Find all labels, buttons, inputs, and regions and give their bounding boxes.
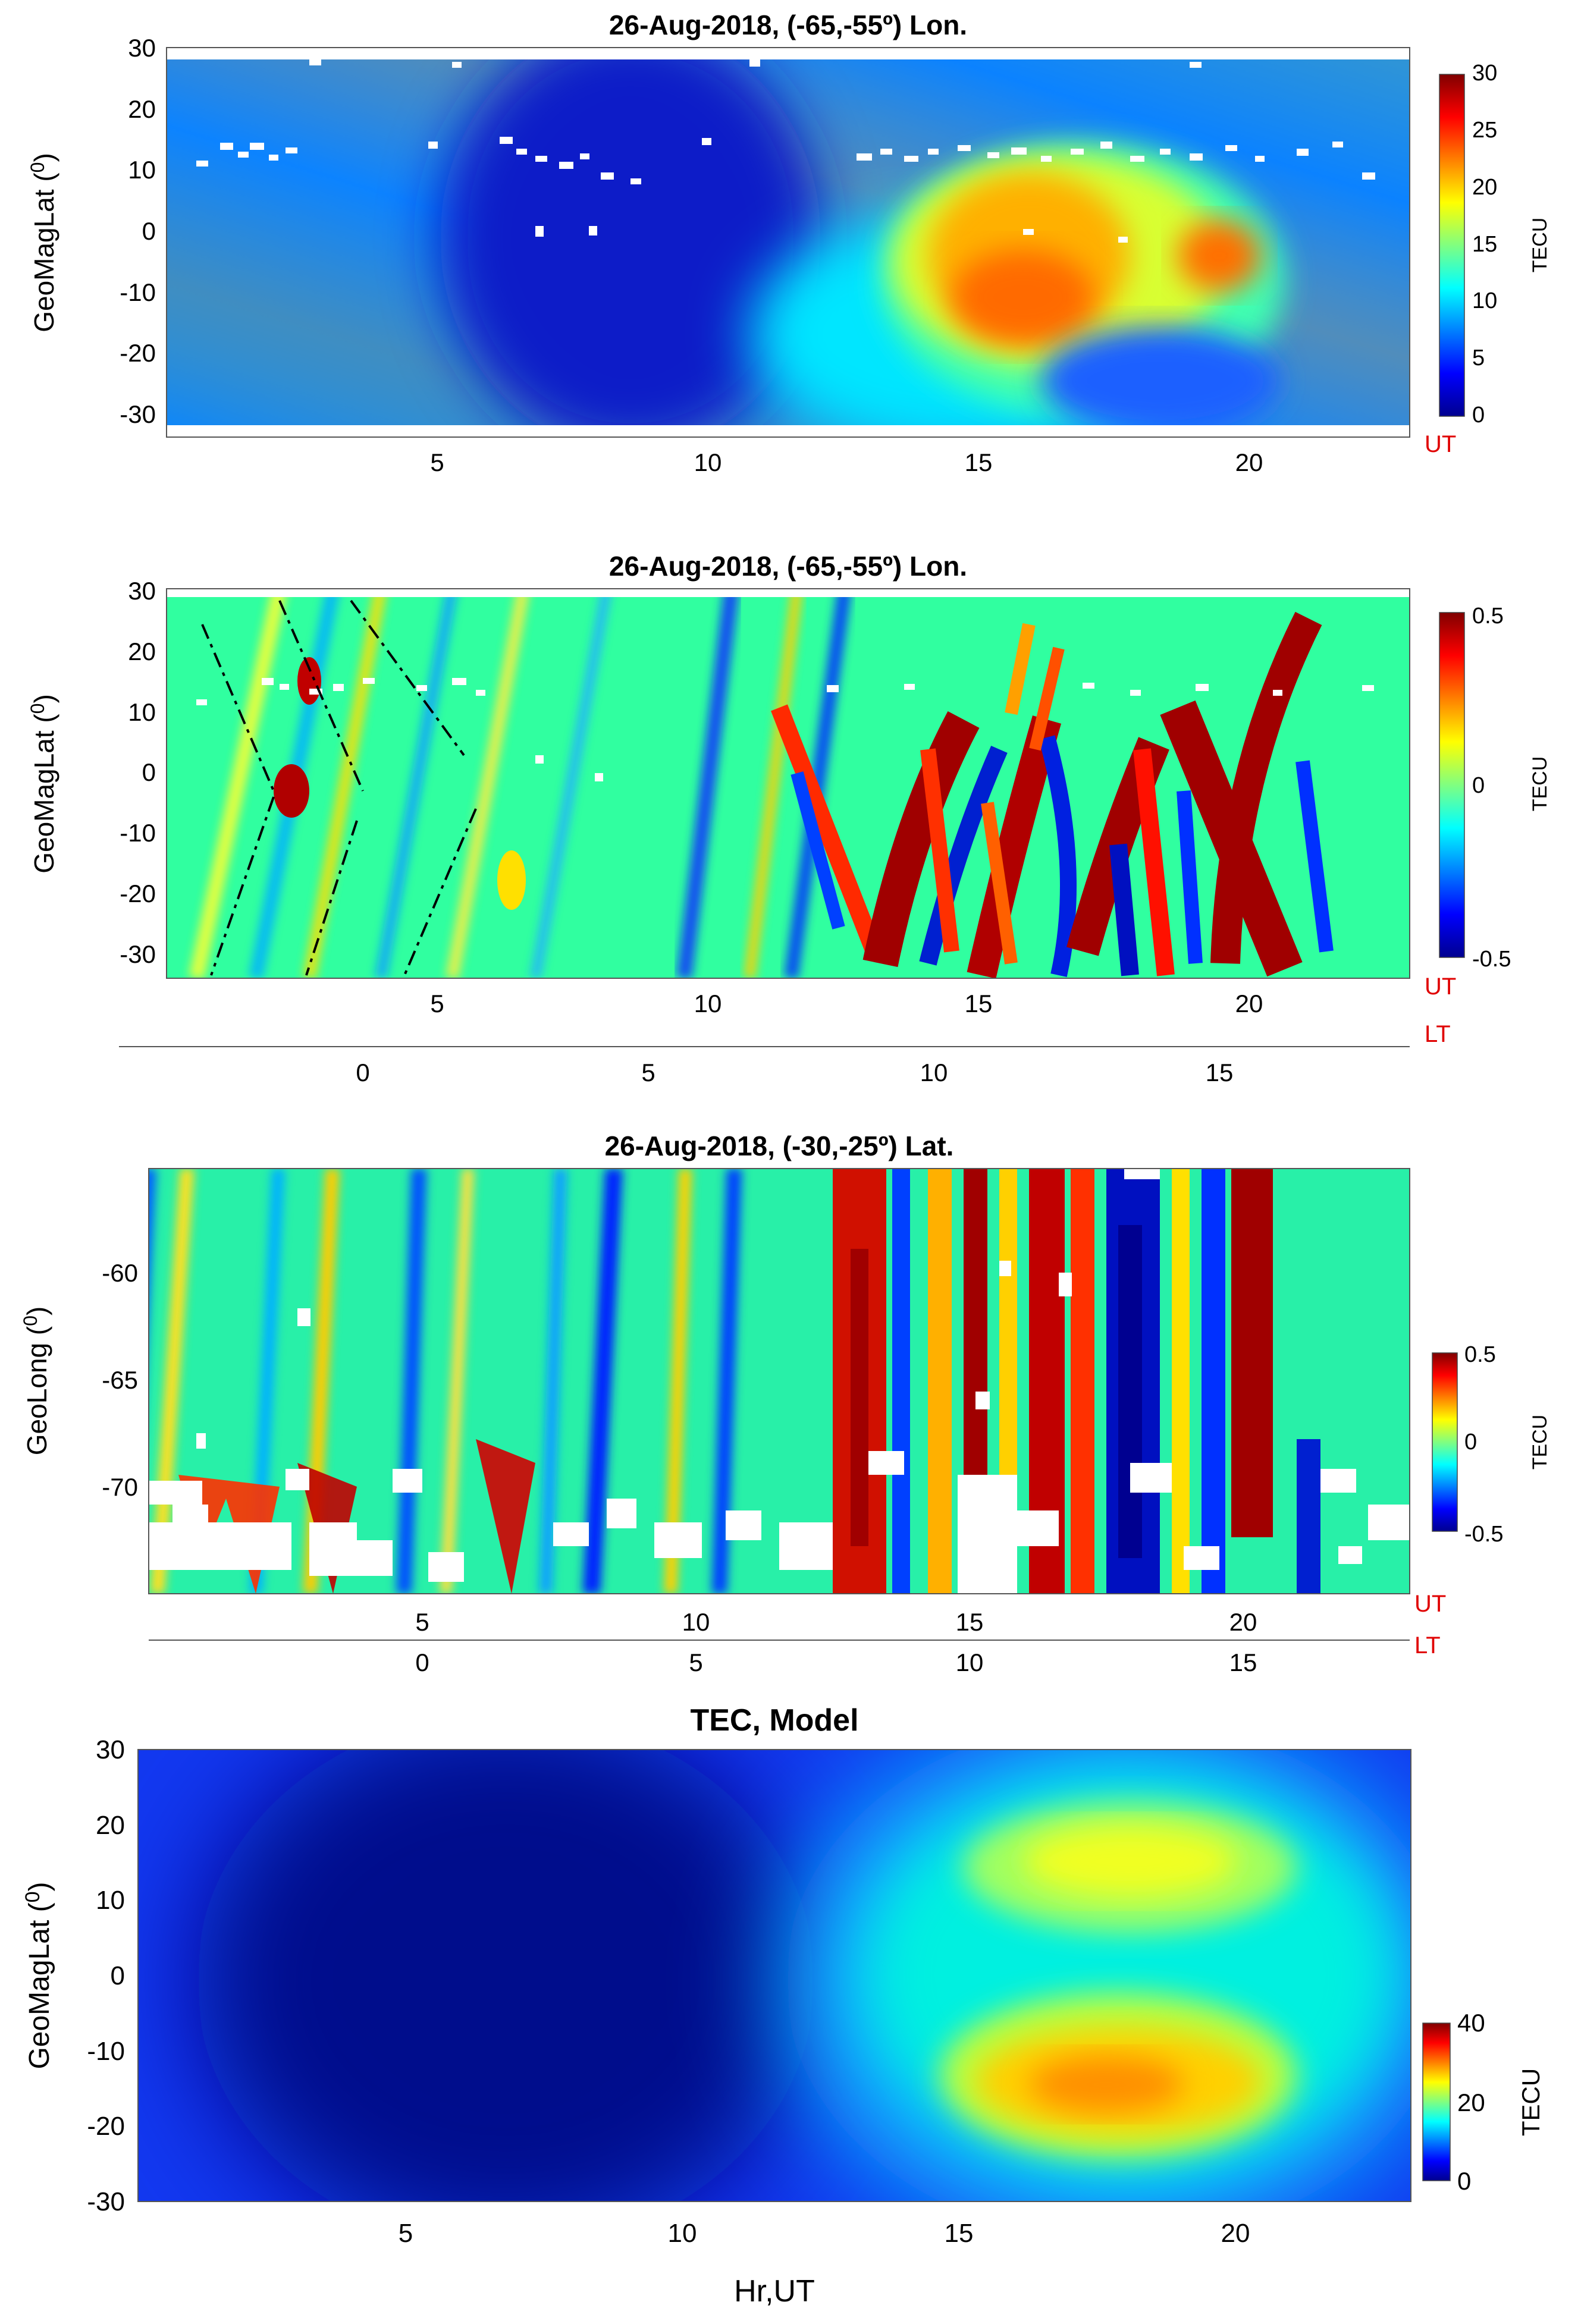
p3-ytick-m65: -65 xyxy=(102,1366,138,1394)
p4-ytick-20: 20 xyxy=(96,1811,125,1840)
p2-lt-tick-0: 0 xyxy=(356,1059,369,1086)
p1-xtick-15: 15 xyxy=(965,448,993,476)
p3-ylabel: GeoLong (0) xyxy=(20,1307,52,1456)
p1-ytick-m10: -10 xyxy=(120,278,156,306)
panel-2: 26-Aug-2018, (-65,-55º) Lon. xyxy=(27,551,1551,1086)
p1-ytick-30: 30 xyxy=(128,34,156,62)
p2-ytick-0: 0 xyxy=(142,758,156,786)
p4-ytick-30: 30 xyxy=(96,1735,125,1764)
p1-ytick-m30: -30 xyxy=(120,400,156,428)
p4-xtick-20: 20 xyxy=(1221,2219,1250,2248)
panel-4: TEC, Model 30 20 10 0 -10 -20 -30 5 10 1… xyxy=(21,1703,1545,2309)
p4-ytick-m20: -20 xyxy=(87,2112,125,2141)
p1-cbar-10: 10 xyxy=(1472,288,1497,313)
p1-ytick-10: 10 xyxy=(128,156,156,184)
p4-ytick-0: 0 xyxy=(111,1961,125,1990)
panel-2-title: 26-Aug-2018, (-65,-55º) Lon. xyxy=(609,551,967,582)
p1-xtick-5: 5 xyxy=(430,448,444,476)
p1-cbar-20: 20 xyxy=(1472,175,1497,200)
p2-xtick-15: 15 xyxy=(965,990,993,1017)
p3-xtick-5: 5 xyxy=(415,1608,429,1636)
p3-xtick-10: 10 xyxy=(682,1608,710,1636)
p4-cbar-0: 0 xyxy=(1457,2167,1471,2195)
p4-xtick-15: 15 xyxy=(945,2219,974,2248)
p3-lt-tick-0: 0 xyxy=(415,1648,429,1676)
p1-cbar-15: 15 xyxy=(1472,232,1497,257)
p4-ytick-m10: -10 xyxy=(87,2037,125,2066)
p2-dashed-guide-2 xyxy=(278,600,364,792)
panel-2-heatmap xyxy=(167,589,1410,978)
p1-xtick-10: 10 xyxy=(694,448,722,476)
p2-ytick-m10: -10 xyxy=(120,819,156,847)
p2-dashed-guide-4 xyxy=(210,796,275,976)
p3-ut-label: UT xyxy=(1414,1591,1446,1617)
p2-cbar-label: TECU xyxy=(1529,756,1551,812)
p3-xtick-20: 20 xyxy=(1229,1608,1257,1636)
p2-cbar-0: 0 xyxy=(1472,773,1485,798)
p2-ytick-30: 30 xyxy=(128,577,156,605)
p3-lt-tick-10: 10 xyxy=(956,1648,984,1676)
p2-lt-label: LT xyxy=(1425,1021,1451,1047)
p2-xtick-5: 5 xyxy=(430,990,444,1017)
p3-cbar-label: TECU xyxy=(1529,1415,1551,1470)
p4-ylabel: GeoMagLat (0) xyxy=(21,1882,55,2069)
p3-cbar-m0.5: -0.5 xyxy=(1464,1522,1503,1547)
p1-cbar-30: 30 xyxy=(1472,61,1497,86)
p1-ylabel: GeoMagLat (0) xyxy=(27,153,59,332)
p2-xtick-20: 20 xyxy=(1235,990,1263,1017)
panel-1-heatmap xyxy=(167,48,1410,437)
p3-lt-tick-15: 15 xyxy=(1229,1648,1257,1676)
p4-cbar-20: 20 xyxy=(1457,2089,1485,2116)
p2-ytick-m30: -30 xyxy=(120,940,156,968)
p2-ytick-10: 10 xyxy=(128,698,156,726)
p2-ylabel: GeoMagLat (0) xyxy=(27,694,59,874)
p4-colorbar xyxy=(1422,2022,1451,2181)
p3-colorbar xyxy=(1432,1352,1458,1532)
p1-ut-label: UT xyxy=(1425,431,1456,457)
p3-xtick-15: 15 xyxy=(956,1608,984,1636)
p3-lt-tick-5: 5 xyxy=(689,1648,702,1676)
p1-cbar-label: TECU xyxy=(1529,218,1551,273)
p2-ytick-m20: -20 xyxy=(120,880,156,907)
p2-xtick-10: 10 xyxy=(694,990,722,1017)
p4-cbar-40: 40 xyxy=(1457,2009,1485,2037)
p1-ytick-20: 20 xyxy=(128,95,156,123)
p2-ytick-20: 20 xyxy=(128,637,156,665)
p2-cbar-0.5: 0.5 xyxy=(1472,604,1504,629)
p4-ytick-10: 10 xyxy=(96,1886,125,1915)
panel-3-title: 26-Aug-2018, (-30,-25º) Lat. xyxy=(605,1130,954,1161)
p4-xlabel: Hr,UT xyxy=(734,2274,815,2309)
p1-cbar-25: 25 xyxy=(1472,118,1497,143)
p1-colorbar xyxy=(1439,74,1465,417)
panel-1: 26-Aug-2018, (-65,-55º) Lon. xyxy=(27,10,1551,476)
p3-ytick-m60: -60 xyxy=(102,1259,138,1287)
p2-dashed-guide-3 xyxy=(350,599,465,756)
p2-cbar-m0.5: -0.5 xyxy=(1472,947,1511,972)
panel-4-title: TEC, Model xyxy=(690,1703,858,1738)
p2-lt-tick-10: 10 xyxy=(920,1059,948,1086)
panel-3: 26-Aug-2018, (-30,-25º) Lat. xyxy=(20,1130,1551,1676)
p2-colorbar xyxy=(1439,612,1465,958)
p2-dashed-guide-5 xyxy=(305,820,358,976)
p3-lt-label: LT xyxy=(1414,1632,1441,1659)
p1-xtick-20: 20 xyxy=(1235,448,1263,476)
p3-ytick-m70: -70 xyxy=(102,1473,138,1501)
panel-1-title: 26-Aug-2018, (-65,-55º) Lon. xyxy=(609,10,967,40)
p1-ytick-0: 0 xyxy=(142,217,156,245)
p1-ytick-m20: -20 xyxy=(120,339,156,367)
p1-cbar-5: 5 xyxy=(1472,346,1485,370)
p1-cbar-0: 0 xyxy=(1472,403,1485,428)
p2-ut-label: UT xyxy=(1425,973,1456,1000)
panel-3-heatmap xyxy=(149,1169,1410,1594)
p2-lt-tick-15: 15 xyxy=(1206,1059,1234,1086)
p2-lt-tick-5: 5 xyxy=(641,1059,655,1086)
p3-cbar-0.5: 0.5 xyxy=(1464,1342,1496,1367)
p4-cbar-label: TECU xyxy=(1517,2068,1545,2136)
p3-cbar-0: 0 xyxy=(1464,1430,1477,1455)
p4-xtick-5: 5 xyxy=(399,2219,413,2248)
panel-4-heatmap xyxy=(138,1750,1411,2201)
p4-ytick-m30: -30 xyxy=(87,2187,125,2216)
p4-xtick-10: 10 xyxy=(668,2219,697,2248)
